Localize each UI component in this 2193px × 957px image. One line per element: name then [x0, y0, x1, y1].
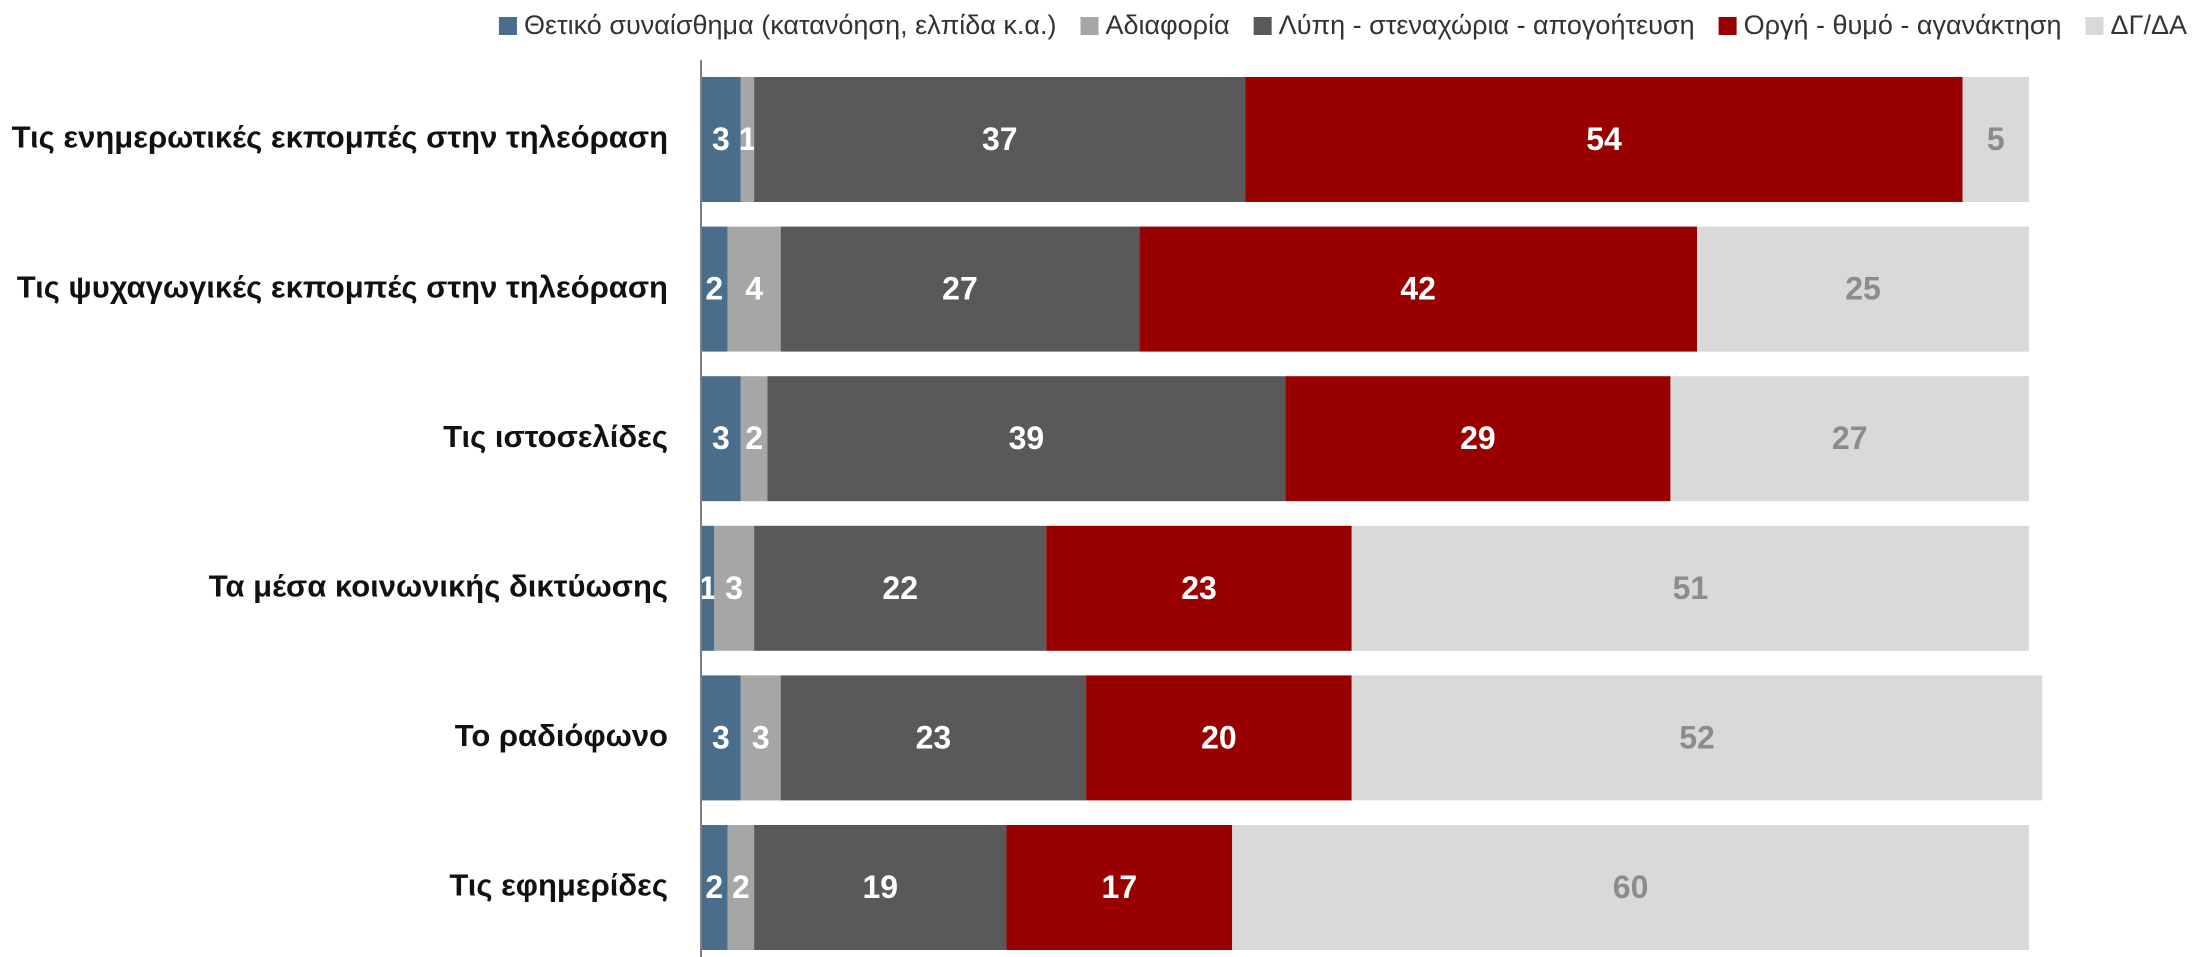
bar-segment [740, 675, 781, 801]
data-label: 19 [862, 869, 898, 905]
legend-swatch [498, 17, 517, 35]
legend-item: Αδιαφορία [1080, 10, 1230, 40]
bar-segment [701, 525, 715, 651]
data-label: 29 [1460, 420, 1496, 456]
data-label: 4 [745, 271, 763, 307]
legend-label: Οργή - θυμό - αγανάκτηση [1744, 10, 2062, 40]
legend-label: Αδιαφορία [1106, 10, 1230, 40]
data-label: 42 [1400, 271, 1436, 307]
bar-segment [754, 825, 1007, 950]
category-label: Τις ενημερωτικές εκπομπές στην τηλεόραση [12, 120, 668, 155]
bar-row: 3 1 37 54 5 [701, 77, 2029, 202]
bar-segment [1046, 525, 1352, 651]
data-label: 27 [942, 271, 978, 307]
data-label: 22 [882, 570, 918, 606]
category-label: Τις ιστοσελίδες [443, 419, 668, 454]
data-label: 17 [1102, 869, 1138, 905]
bar-segment [701, 825, 728, 950]
legend-label: ΔΓ/ΔΑ [2111, 10, 2187, 40]
bar-row: 2 2 19 17 60 [701, 825, 2029, 950]
bar-segment [701, 675, 741, 801]
category-label: Τις ψυχαγωγικές εκπομπές στην τηλεόραση [17, 269, 668, 304]
data-label: 1 [699, 570, 717, 606]
bar-segment [1006, 825, 1233, 950]
data-label: 3 [725, 570, 743, 606]
bar-row: 2 4 27 42 25 [701, 226, 2029, 352]
bar-segment [701, 376, 741, 502]
data-label: 37 [982, 121, 1018, 157]
bar-segment [1351, 675, 2043, 801]
data-label: 2 [732, 869, 750, 905]
data-label: 3 [712, 121, 730, 157]
bar-row: 3 3 23 20 52 [701, 675, 2043, 801]
bar-segment [1670, 376, 2029, 502]
bar-segment [727, 226, 781, 352]
bars-group: 3 1 37 54 52 4 27 42 253 2 39 29 271 3 22 23 513 3 23 20 522… [699, 77, 2043, 950]
bar-segment [754, 77, 1246, 202]
legend-swatch [1718, 17, 1737, 35]
data-label: 5 [1987, 121, 2005, 157]
data-label: 23 [916, 719, 952, 755]
bar-segment [1351, 525, 2029, 651]
data-label: 23 [1181, 570, 1217, 606]
data-label: 27 [1832, 420, 1868, 456]
data-label: 25 [1845, 271, 1881, 307]
category-axis: Τις ενημερωτικές εκπομπές στην τηλεόραση… [12, 120, 668, 903]
category-label: Τις εφημερίδες [449, 868, 668, 903]
legend-swatch [1253, 17, 1272, 35]
legend-label: Θετικό συναίσθημα (κατανόηση, ελπίδα κ.α… [524, 10, 1057, 40]
bar-segment [754, 525, 1047, 651]
bar-segment [1245, 77, 1963, 202]
legend-item: ΔΓ/ΔΑ [2085, 10, 2187, 40]
chart-legend: Θετικό συναίσθημα (κατανόηση, ελπίδα κ.α… [498, 10, 2187, 40]
bar-segment [1086, 675, 1352, 801]
legend-swatch [2085, 17, 2104, 35]
data-label: 1 [739, 121, 757, 157]
legend-swatch [1080, 17, 1099, 35]
legend-item: Λύπη - στεναχώρια - απογοήτευση [1253, 10, 1695, 40]
bar-segment [701, 77, 741, 202]
bar-row: 3 2 39 29 27 [701, 376, 2029, 502]
bar-segment [740, 376, 768, 502]
data-label: 2 [705, 271, 723, 307]
data-label: 2 [745, 420, 763, 456]
data-label: 54 [1586, 121, 1622, 157]
data-label: 3 [712, 719, 730, 755]
legend-item: Οργή - θυμό - αγανάκτηση [1718, 10, 2062, 40]
bar-segment [714, 525, 755, 651]
data-label: 39 [1009, 420, 1045, 456]
data-label: 52 [1679, 719, 1715, 755]
data-label: 51 [1673, 570, 1709, 606]
data-label: 20 [1201, 719, 1237, 755]
bar-segment [1139, 226, 1697, 352]
data-label: 3 [712, 420, 730, 456]
bar-segment [1962, 77, 2029, 202]
legend-item: Θετικό συναίσθημα (κατανόηση, ελπίδα κ.α… [498, 10, 1057, 40]
bar-segment [1232, 825, 2029, 950]
category-label: Το ραδιόφωνο [455, 718, 668, 753]
data-label: 60 [1613, 869, 1649, 905]
data-label: 3 [752, 719, 770, 755]
bar-segment [727, 825, 755, 950]
bar-segment [1285, 376, 1671, 502]
bar-segment [780, 226, 1140, 352]
data-label: 2 [705, 869, 723, 905]
bar-row: 1 3 22 23 51 [699, 525, 2029, 651]
bar-segment [1697, 226, 2029, 352]
bar-segment [740, 77, 755, 202]
bar-segment [780, 675, 1087, 801]
bar-segment [767, 376, 1286, 502]
category-label: Τα μέσα κοινωνικής δικτύωσης [209, 568, 668, 603]
bar-segment [701, 226, 728, 352]
legend-label: Λύπη - στεναχώρια - απογοήτευση [1279, 10, 1695, 40]
